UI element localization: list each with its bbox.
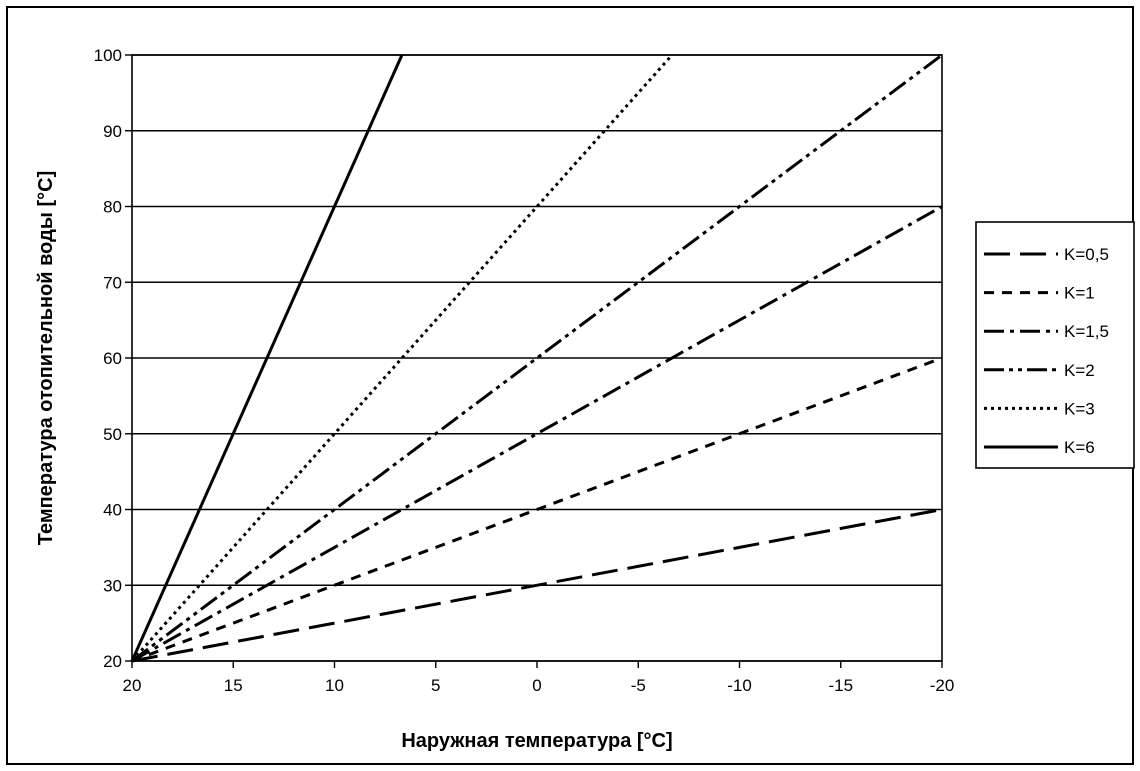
series-line-5 <box>130 54 404 662</box>
x-tick-label: -15 <box>828 676 853 695</box>
y-tick-label: 90 <box>103 122 122 141</box>
y-tick-label: 30 <box>103 576 122 595</box>
y-tick-label: 20 <box>103 652 122 671</box>
x-tick-label: 15 <box>224 676 243 695</box>
gridlines <box>132 54 942 662</box>
x-tick-label: 0 <box>532 676 541 695</box>
y-axis-title: Температура отопительной воды [°C] <box>35 171 57 545</box>
y-tick-label: 80 <box>103 198 122 217</box>
x-tick-label: -5 <box>631 676 646 695</box>
series-line-4 <box>130 54 674 662</box>
y-tick-label: 70 <box>103 273 122 292</box>
y-tick-label: 100 <box>94 46 122 65</box>
x-tick-label: 5 <box>431 676 440 695</box>
y-tick-label: 50 <box>103 425 122 444</box>
x-tick-label: 10 <box>325 676 344 695</box>
x-tick-label: -20 <box>930 676 955 695</box>
x-tick-label: 20 <box>123 676 142 695</box>
x-axis-title: Наружная температура [°C] <box>401 730 672 752</box>
series-line-1 <box>131 356 943 663</box>
x-axis-ticks: 20 15 10 5 0 -5 -10 -15 -20 <box>123 661 955 695</box>
legend-label: K=1,5 <box>1064 322 1109 341</box>
series-layer <box>130 53 943 663</box>
series-line-0 <box>131 508 943 663</box>
legend: K=0,5 K=1 K=1,5 K=2 K=3 K=6 <box>975 221 1135 469</box>
legend-label: K=1 <box>1064 284 1095 303</box>
legend-label: K=3 <box>1064 399 1095 418</box>
y-axis-ticks: 20 30 40 50 60 70 80 90 100 <box>94 46 132 671</box>
x-tick-label: -10 <box>727 676 752 695</box>
y-tick-label: 40 <box>103 501 122 520</box>
y-tick-label: 60 <box>103 349 122 368</box>
legend-label: K=0,5 <box>1064 245 1109 264</box>
series-line-2 <box>131 205 943 663</box>
legend-label: K=6 <box>1064 438 1095 457</box>
legend-box <box>975 221 1135 469</box>
series-line-3 <box>131 53 943 663</box>
legend-label: K=2 <box>1064 361 1095 380</box>
